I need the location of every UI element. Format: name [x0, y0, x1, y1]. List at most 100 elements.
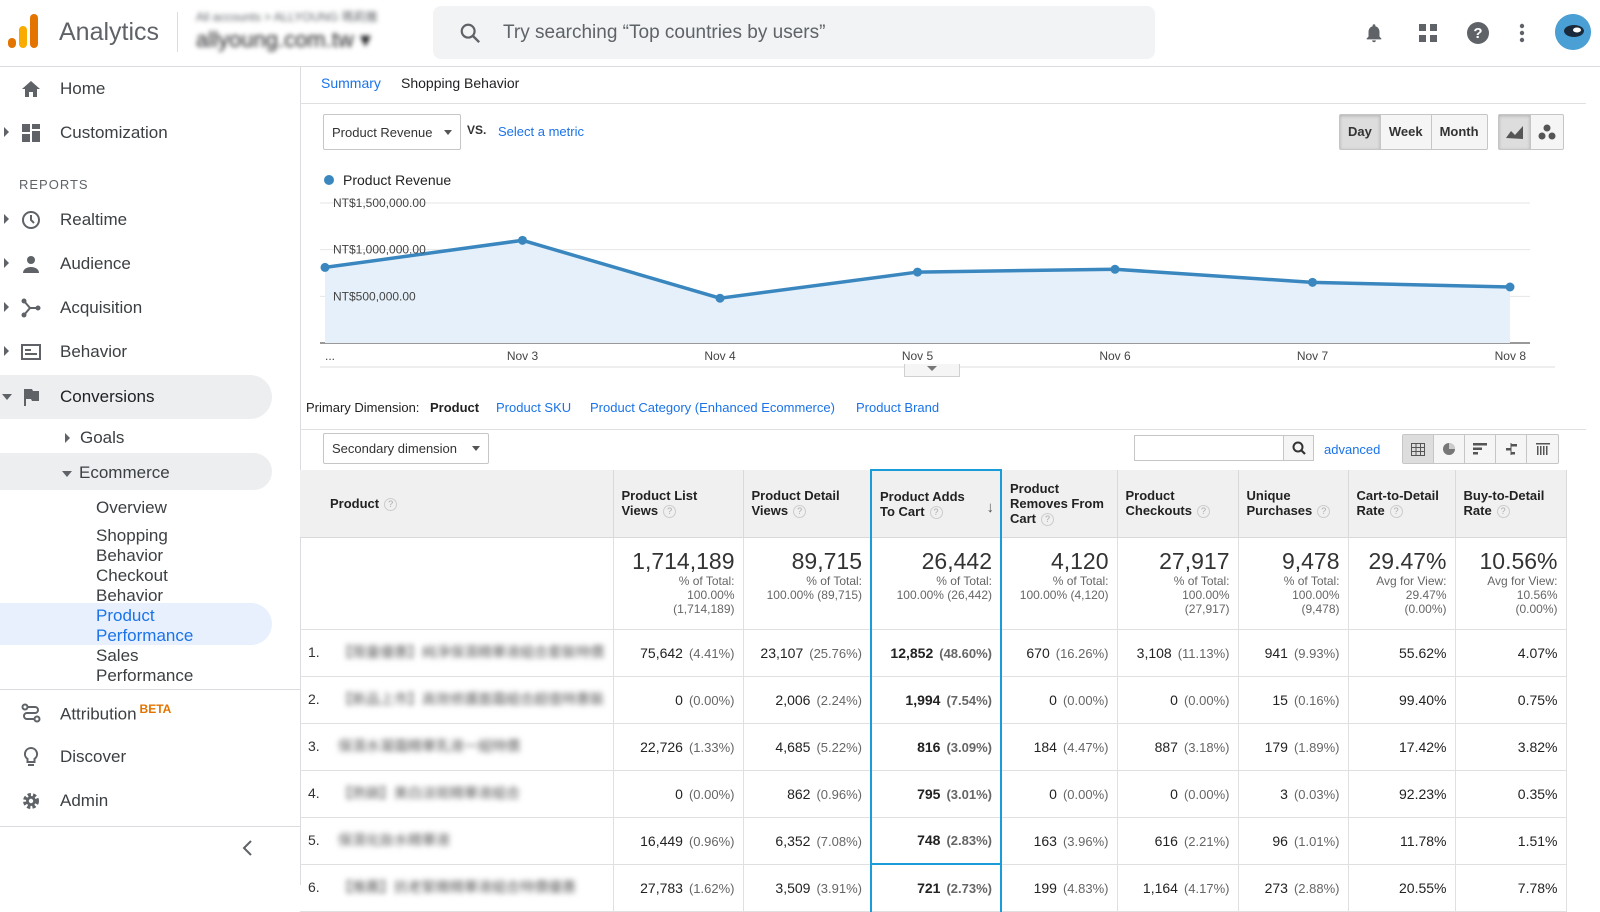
column-header-cart-to-detail[interactable]: Cart-to-Detail Rate? — [1348, 470, 1456, 538]
column-header-removes-from-cart[interactable]: Product Removes From Cart? — [1001, 470, 1118, 538]
beta-badge: BETA — [139, 701, 172, 716]
metric-value: 99.40% — [1399, 691, 1447, 708]
product-cell[interactable]: 5. 保濕化妝水精華液 — [300, 817, 614, 865]
sidebar-item-checkout-behavior[interactable]: Checkout Behavior — [96, 566, 168, 606]
metric-percent: (3.18%) — [1183, 739, 1230, 755]
sidebar-item-admin[interactable]: Admin — [0, 779, 272, 823]
column-header-unique-purchases[interactable]: Unique Purchases? — [1238, 470, 1349, 538]
product-name-link[interactable]: 【限量優惠】純淨保濕精華液組合套裝特價 — [338, 644, 604, 660]
product-name-link[interactable]: 保濕化妝水精華液 — [338, 832, 450, 848]
dimension-product-sku[interactable]: Product SKU — [496, 400, 572, 415]
sidebar-item-customization[interactable]: Customization — [0, 111, 272, 155]
help-icon[interactable]: ? — [1389, 505, 1403, 519]
product-name-link[interactable]: 【新品上市】高效修護面霜組合超值特惠裝 — [338, 691, 604, 707]
revenue-chart: Product Revenue ... Nov 3 Nov 4 Nov 5 Nov 6 N… — [320, 172, 1555, 368]
week-button[interactable]: Week — [1381, 115, 1432, 149]
sidebar-item-goals[interactable]: Goals — [65, 428, 124, 448]
advanced-filter-link[interactable]: advanced — [1324, 442, 1381, 457]
column-header-detail-views[interactable]: Product Detail Views? — [743, 470, 872, 538]
help-icon[interactable]: ? — [1317, 505, 1331, 519]
product-cell[interactable]: 3. 保濕水凝霜精華乳液一組特價 — [300, 723, 614, 771]
column-header-checkouts[interactable]: Product Checkouts? — [1117, 470, 1239, 538]
total-value: 89,715 — [791, 547, 862, 574]
sidebar-item-product-performance[interactable]: Product Performance — [96, 606, 193, 646]
table-row[interactable]: 6. 【推薦】抗老緊緻精華液組合特價優惠 27,783 (1.62%) 3,509 (3.… — [300, 864, 1567, 912]
month-button[interactable]: Month — [1439, 124, 1479, 139]
sidebar-item-attribution[interactable]: Attribution BETA — [0, 691, 272, 735]
help-icon[interactable]: ? — [1496, 505, 1510, 519]
tab-summary[interactable]: Summary — [321, 75, 381, 91]
total-subtext: % of Total: — [1283, 573, 1340, 588]
product-cell[interactable]: 1. 【限量優惠】純淨保濕精華液組合套裝特價 — [300, 629, 614, 677]
sidebar-item-behavior[interactable]: Behavior — [0, 330, 272, 374]
more-vert-icon[interactable] — [1507, 18, 1537, 48]
bell-icon[interactable] — [1359, 18, 1389, 48]
dimension-product-category[interactable]: Product Category (Enhanced Ecommerce) — [590, 400, 835, 415]
product-name-link[interactable]: 【推薦】抗老緊緻精華液組合特價優惠 — [338, 879, 576, 895]
sidebar-item-sales-performance[interactable]: Sales Performance — [96, 646, 193, 686]
comparison-icon[interactable] — [1496, 435, 1527, 463]
search-icon[interactable] — [1284, 435, 1314, 461]
day-button[interactable]: Day — [1340, 115, 1381, 149]
performance-bar-icon[interactable] — [1465, 435, 1496, 463]
sidebar-item-shopping-behavior[interactable]: Shopping Behavior — [96, 526, 168, 566]
term-cloud-icon[interactable] — [1527, 435, 1558, 463]
pie-chart-icon[interactable] — [1434, 435, 1465, 463]
sidebar-item-conversions[interactable]: Conversions — [0, 375, 272, 419]
explorer-tabs: Summary Shopping Behavior — [300, 67, 1586, 104]
table-row[interactable]: 4. 【熱銷】美白淡斑精華液組合 0 (0.00%) 862 (0.96%) 795 (3.0… — [300, 770, 1567, 818]
sidebar-item-acquisition[interactable]: Acquisition — [0, 286, 272, 330]
motion-chart-icon[interactable] — [1531, 115, 1563, 149]
column-header-buy-to-detail[interactable]: Buy-to-Detail Rate? — [1455, 470, 1567, 538]
column-header-list-views[interactable]: Product List Views? — [613, 470, 744, 538]
account-selector[interactable]: All accounts > ALLYOUNG 瑪莉雅 allyoung.com… — [196, 8, 418, 58]
dimension-product-brand[interactable]: Product Brand — [856, 400, 940, 415]
sidebar-item-home[interactable]: Home — [0, 67, 272, 111]
table-row[interactable]: 3. 保濕水凝霜精華乳液一組特價 22,726 (1.33%) 4,685 (5.22%)… — [300, 723, 1567, 771]
sidebar-item-overview[interactable]: Overview — [96, 498, 167, 517]
column-header-adds-to-cart[interactable]: Product Adds To Cart? ↓ — [870, 469, 1002, 538]
metric-select[interactable]: Product Revenue — [323, 114, 461, 150]
total-subtext: 100.00% — [1182, 587, 1230, 602]
dimension-product[interactable]: Product — [430, 400, 480, 415]
tab-shopping-behavior[interactable]: Shopping Behavior — [401, 75, 520, 91]
sidebar-item-discover[interactable]: Discover — [0, 735, 272, 779]
avatar[interactable] — [1555, 14, 1591, 50]
chart-resize-handle[interactable] — [904, 364, 960, 377]
sidebar-item-audience[interactable]: Audience — [0, 242, 272, 286]
help-icon[interactable]: ? — [1463, 18, 1493, 48]
metric-value: 816 — [917, 738, 941, 755]
metric-value: 748 — [917, 832, 941, 849]
x-tick-label: Nov 3 — [507, 349, 539, 363]
help-icon[interactable]: ? — [663, 505, 677, 519]
column-header-product[interactable]: Product? — [300, 470, 614, 538]
data-table-icon[interactable] — [1403, 435, 1434, 463]
select-metric-link[interactable]: Select a metric — [498, 124, 584, 139]
table-row[interactable]: 5. 保濕化妝水精華液 16,449 (0.96%) 6,352 (7.08%) 748 (2… — [300, 817, 1567, 865]
secondary-dimension-select[interactable]: Secondary dimension — [323, 433, 489, 464]
collapse-sidebar-icon[interactable] — [241, 839, 253, 862]
x-tick-label: Nov 7 — [1297, 349, 1329, 363]
sidebar-item-ecommerce[interactable]: Ecommerce — [62, 463, 170, 483]
table-row[interactable]: 2. 【新品上市】高效修護面霜組合超值特惠裝 0 (0.00%) 2,006 (2.24%… — [300, 676, 1567, 724]
search-input[interactable] — [503, 16, 1123, 50]
product-name-link[interactable]: 【熱銷】美白淡斑精華液組合 — [338, 785, 520, 801]
apps-grid-icon[interactable] — [1413, 18, 1443, 48]
help-icon[interactable]: ? — [929, 505, 943, 519]
line-chart-icon[interactable] — [1499, 115, 1531, 149]
metric-cell: 616 (2.21%) — [1117, 817, 1239, 865]
sidebar-item-realtime[interactable]: Realtime — [0, 198, 272, 242]
help-icon[interactable]: ? — [1041, 512, 1055, 526]
help-icon[interactable]: ? — [1196, 505, 1210, 519]
total-subtext: (1,714,189) — [673, 601, 735, 616]
help-icon[interactable]: ? — [793, 505, 807, 519]
product-cell[interactable]: 6. 【推薦】抗老緊緻精華液組合特價優惠 — [300, 864, 614, 912]
table-row[interactable]: 1. 【限量優惠】純淨保濕精華液組合套裝特價 75,642 (4.41%) 23,107… — [300, 629, 1567, 677]
product-cell[interactable]: 2. 【新品上市】高效修護面霜組合超值特惠裝 — [300, 676, 614, 724]
table-search-input[interactable] — [1134, 435, 1284, 461]
divider — [0, 826, 300, 827]
product-name-link[interactable]: 保濕水凝霜精華乳液一組特價 — [338, 738, 520, 754]
search-bar[interactable] — [433, 6, 1155, 59]
help-icon[interactable]: ? — [384, 497, 398, 511]
product-cell[interactable]: 4. 【熱銷】美白淡斑精華液組合 — [300, 770, 614, 818]
